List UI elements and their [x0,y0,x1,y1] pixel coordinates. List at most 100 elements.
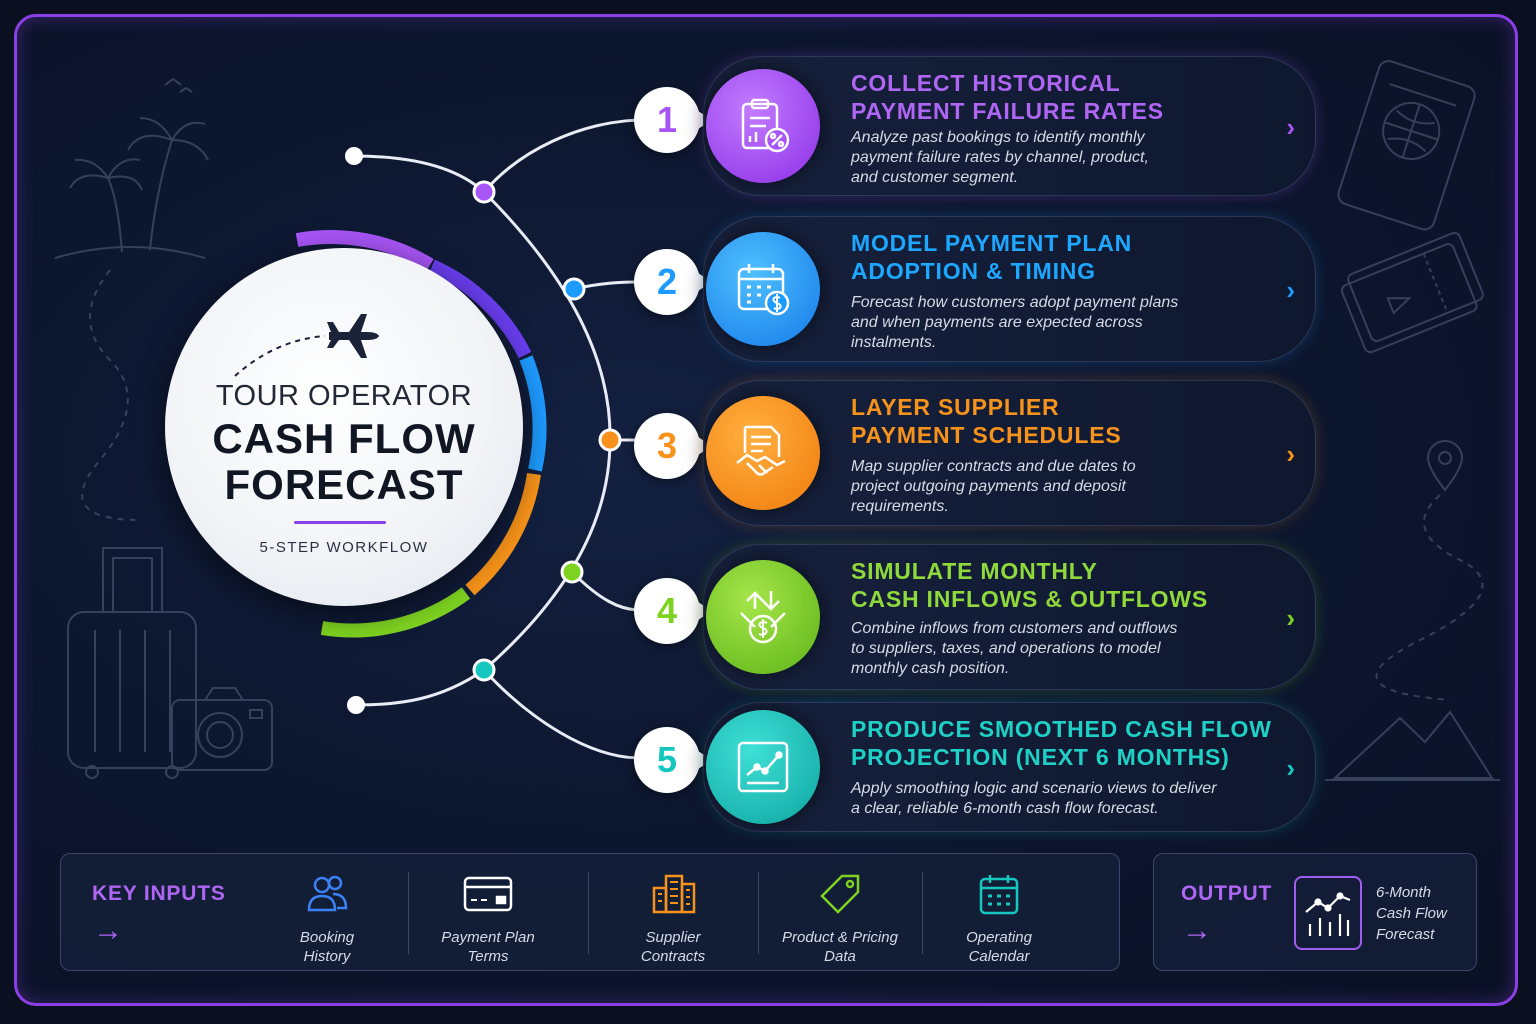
suitcase-icon [67,547,197,779]
step-title-4-line-1: SIMULATE MONTHLY [851,558,1098,584]
step-title-3-line-2: PAYMENT SCHEDULES [851,422,1122,448]
buildings-icon [652,874,696,914]
contract-handshake-icon [706,396,820,510]
chevron-right-icon[interactable]: › [1286,603,1295,633]
cash-flow-arrows-icon [706,560,820,674]
input-product-pricing-data[interactable]: Product & Pricing Data [765,872,915,966]
location-pin-icon [1426,440,1464,492]
step-title-2-line-2: ADOPTION & TIMING [851,258,1096,284]
users-icon [307,875,348,912]
divider [588,872,589,954]
step-desc-1: Analyze past bookings to identify monthl… [851,128,1231,188]
step-desc-5: Apply smoothing logic and scenario views… [851,779,1271,819]
node-5 [472,658,496,682]
step-desc-3-line-3: requirements. [851,498,949,515]
divider [758,872,759,954]
input-label-booking-history: Booking History [252,928,402,966]
start-dot [345,147,363,165]
step-card-2[interactable]: MODEL PAYMENT PLAN ADOPTION & TIMING For… [703,216,1316,362]
chevron-right-icon[interactable]: › [1286,275,1295,305]
input-label-product-pricing-data: Product & Pricing Data [765,928,915,966]
node-4 [560,560,584,584]
output-label: 6-Month Cash Flow Forecast [1376,882,1447,945]
step-desc-1-line-2: payment failure rates by channel, produc… [851,149,1149,166]
step-desc-3-line-2: project outgoing payments and deposit [851,478,1126,495]
input-label-operating-calendar-line-1: Operating [966,929,1032,946]
step-title-4: SIMULATE MONTHLY CASH INFLOWS & OUTFLOWS [851,557,1208,613]
step-desc-4: Combine inflows from customers and outfl… [851,619,1231,679]
divider [922,872,923,954]
key-inputs-heading: KEY INPUTS [92,882,226,905]
input-label-supplier-contracts: Supplier Contracts [598,928,748,966]
step-desc-2-line-3: instalments. [851,334,937,351]
calendar-icon [979,875,1019,915]
input-supplier-contracts[interactable]: Supplier Contracts [598,872,748,966]
hub-title-line-3: FORECAST [224,461,464,508]
node-2 [562,277,586,301]
output-panel: OUTPUT → 6-Month Cash Flow Forecast [1153,853,1477,971]
mountains-icon [1325,710,1500,781]
node-3 [598,428,622,452]
hub-title-line-1: TOUR OPERATOR [215,380,473,412]
step-desc-5-line-2: a clear, reliable 6-month cash flow fore… [851,800,1159,817]
step-title-3: LAYER SUPPLIER PAYMENT SCHEDULES [851,393,1121,449]
input-booking-history[interactable]: Booking History [252,872,402,966]
step-number-4: 4 [634,578,712,644]
step-desc-2: Forecast how customers adopt payment pla… [851,293,1231,353]
step-desc-3-line-1: Map supplier contracts and due dates to [851,458,1136,475]
step-number-1: 1 [634,87,712,153]
step-card-3[interactable]: LAYER SUPPLIER PAYMENT SCHEDULES Map sup… [703,380,1316,526]
step-title-5-line-2: PROJECTION (NEXT 6 MONTHS) [851,744,1230,770]
step-card-1[interactable]: COLLECT HISTORICAL PAYMENT FAILURE RATES… [703,56,1316,196]
credit-card-icon [463,876,513,912]
end-dot [347,696,365,714]
input-label-booking-history-line-1: Booking [299,929,355,946]
step-number-5: 5 [634,727,712,793]
step-title-5: PRODUCE SMOOTHED CASH FLOW PROJECTION (N… [851,715,1272,771]
price-tag-icon [820,874,860,914]
step-card-4[interactable]: SIMULATE MONTHLY CASH INFLOWS & OUTFLOWS… [703,544,1316,690]
chevron-right-icon[interactable]: › [1286,753,1295,783]
step-title-1-line-1: COLLECT HISTORICAL [851,70,1121,96]
step-desc-1-line-1: Analyze past bookings to identify monthl… [851,129,1145,146]
output-label-line-2: Cash Flow [1376,905,1447,922]
step-desc-5-line-1: Apply smoothing logic and scenario views… [851,780,1217,797]
step-desc-4-line-2: to suppliers, taxes, and operations to m… [851,640,1161,657]
hub-title-line-2: CASH FLOW [212,415,476,462]
chart-icon[interactable] [1294,876,1362,950]
input-label-booking-history-line-2: History [303,948,351,965]
divider [408,872,409,954]
output-label-line-3: Forecast [1376,926,1435,943]
step-desc-2-line-2: and when payments are expected across [851,314,1143,331]
airplane-icon [234,314,379,377]
calendar-dollar-icon [706,232,820,346]
input-operating-calendar[interactable]: Operating Calendar [924,872,1074,966]
output-heading: OUTPUT [1181,882,1273,905]
clipboard-percent-icon [706,69,820,183]
key-inputs-panel: KEY INPUTS → Booking History Payment Pla… [60,853,1120,971]
step-title-2: MODEL PAYMENT PLAN ADOPTION & TIMING [851,229,1132,285]
ticket-icon [1340,231,1484,354]
input-label-supplier-contracts-line-2: Contracts [640,948,706,965]
node-1 [472,180,496,204]
camera-icon [171,687,273,771]
arrow-right-icon: → [1182,914,1212,947]
line-chart-icon [706,710,820,824]
hub-divider [294,521,386,524]
chevron-right-icon[interactable]: › [1286,112,1295,142]
input-label-product-pricing-data-line-1: Product & Pricing [782,929,898,946]
step-desc-1-line-3: and customer segment. [851,169,1019,186]
output-label-line-1: 6-Month [1376,884,1432,901]
step-title-3-line-1: LAYER SUPPLIER [851,394,1060,420]
input-payment-plan-terms[interactable]: Payment Plan Terms [413,872,563,966]
chevron-right-icon[interactable]: › [1286,439,1295,469]
step-card-5[interactable]: PRODUCE SMOOTHED CASH FLOW PROJECTION (N… [703,702,1316,832]
input-label-operating-calendar-line-2: Calendar [968,948,1030,965]
step-desc-4-line-3: monthly cash position. [851,660,1010,677]
dashed-route [1375,494,1484,701]
input-label-payment-plan-terms-line-1: Payment Plan [441,929,535,946]
title-hub: TOUR OPERATOR CASH FLOW FORECAST 5-STEP … [165,248,523,606]
palm-tree-icon [54,77,209,259]
